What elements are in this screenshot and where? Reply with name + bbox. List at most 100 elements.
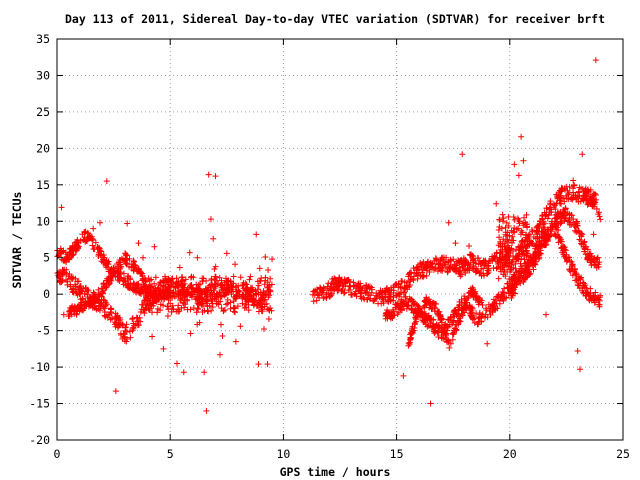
data-point	[446, 344, 453, 351]
data-point	[499, 263, 506, 270]
data-point	[107, 273, 114, 280]
data-point	[127, 334, 134, 341]
plot-frame	[56, 38, 624, 441]
data-point	[323, 295, 330, 302]
data-point	[469, 305, 476, 312]
data-point	[580, 188, 587, 195]
data-point	[491, 299, 498, 306]
data-point	[255, 282, 262, 289]
data-point	[115, 265, 122, 272]
data-point	[444, 269, 451, 276]
data-point	[392, 280, 399, 287]
data-point	[447, 314, 454, 321]
data-point	[341, 290, 348, 297]
data-point	[242, 280, 249, 287]
data-point	[437, 264, 444, 271]
data-point	[378, 300, 385, 307]
data-point	[101, 312, 108, 319]
data-point	[98, 248, 105, 255]
data-point	[517, 260, 524, 267]
data-point	[407, 282, 414, 289]
data-point	[396, 304, 403, 311]
data-point	[231, 304, 238, 311]
data-point	[179, 283, 186, 290]
data-point	[591, 259, 598, 266]
data-point	[558, 211, 565, 218]
data-point	[522, 231, 529, 238]
y-tick-label: 10	[36, 214, 50, 228]
data-point	[264, 306, 271, 313]
data-point	[516, 267, 523, 274]
data-point	[499, 211, 506, 218]
data-point	[153, 298, 160, 305]
data-point	[93, 305, 100, 312]
data-point	[61, 266, 68, 273]
data-point	[124, 220, 131, 227]
data-point	[129, 316, 136, 323]
data-point	[137, 318, 144, 325]
data-point	[497, 238, 504, 245]
data-point	[255, 361, 262, 368]
data-point	[243, 286, 250, 293]
data-point	[173, 360, 180, 367]
data-point	[573, 219, 580, 226]
data-point	[58, 204, 65, 211]
data-point	[219, 332, 226, 339]
data-point	[109, 315, 116, 322]
data-point	[137, 309, 144, 316]
data-point	[317, 285, 324, 292]
data-point	[409, 302, 416, 309]
data-point	[212, 283, 219, 290]
data-point	[210, 235, 217, 242]
data-point	[227, 278, 234, 285]
data-point	[587, 255, 594, 262]
data-point	[261, 301, 268, 308]
data-point	[451, 325, 458, 332]
data-point	[508, 227, 515, 234]
data-point	[511, 216, 518, 223]
data-point	[548, 206, 555, 213]
data-point	[576, 366, 583, 373]
x-tick-labels: 0 5 10 15 20 25	[54, 447, 630, 461]
data-point	[545, 234, 552, 241]
y-tick-label: 25	[36, 105, 50, 119]
data-point	[249, 298, 256, 305]
data-point	[121, 333, 128, 340]
data-point	[161, 273, 168, 280]
data-point	[427, 259, 434, 266]
data-point	[142, 283, 149, 290]
data-point	[234, 303, 241, 310]
data-point	[117, 261, 124, 268]
data-point	[386, 291, 393, 298]
data-point	[502, 229, 509, 236]
data-point	[70, 285, 77, 292]
data-point	[182, 276, 189, 283]
data-point	[167, 300, 174, 307]
data-point	[155, 287, 162, 294]
data-point	[487, 311, 494, 318]
data-point	[151, 280, 158, 287]
data-point	[513, 269, 520, 276]
data-point	[579, 151, 586, 158]
data-point	[239, 300, 246, 307]
data-point	[400, 289, 407, 296]
data-point	[451, 313, 458, 320]
data-point	[505, 213, 512, 220]
y-tick-label: 5	[43, 251, 50, 265]
data-point	[199, 309, 206, 316]
data-point	[120, 270, 127, 277]
data-point	[180, 289, 187, 296]
data-point	[392, 301, 399, 308]
data-point	[72, 281, 79, 288]
data-point	[411, 320, 418, 327]
data-point	[203, 407, 210, 414]
data-point	[404, 286, 411, 293]
x-tick-label: 20	[503, 447, 517, 461]
data-point	[77, 237, 84, 244]
data-point	[533, 242, 540, 249]
data-point	[147, 301, 154, 308]
data-point	[89, 242, 96, 249]
data-point	[447, 265, 454, 272]
data-point	[122, 324, 129, 331]
y-tick-label: 30	[36, 68, 50, 82]
